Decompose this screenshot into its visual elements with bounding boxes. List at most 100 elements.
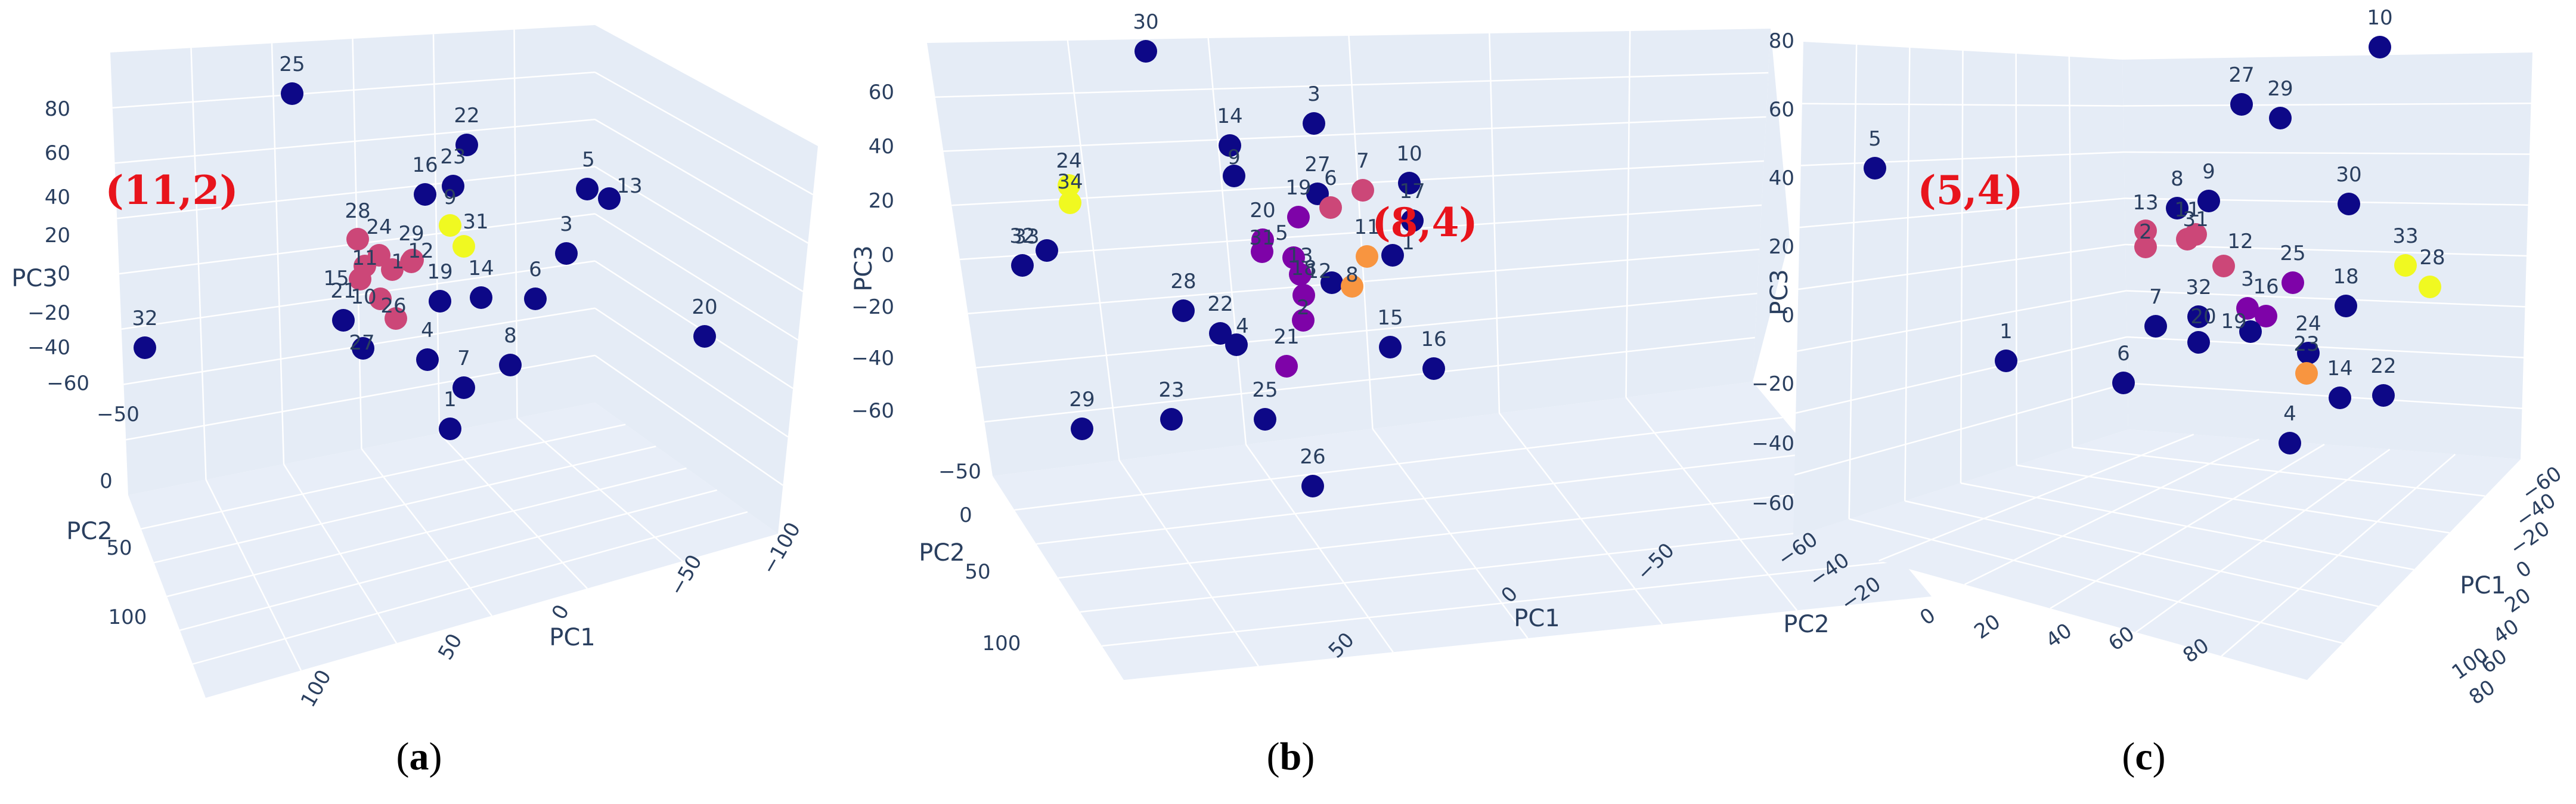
caption-close-paren: )	[429, 735, 442, 778]
data-point	[1320, 271, 1343, 294]
point-label: 16	[412, 153, 438, 177]
point-label: 14	[468, 256, 494, 280]
z-gridline	[2127, 382, 2522, 409]
point-label: 29	[2267, 77, 2293, 101]
z-tick-label: −60	[47, 372, 89, 395]
data-point	[576, 178, 599, 200]
x-gridline	[1960, 50, 1964, 484]
data-point	[2297, 342, 2320, 364]
point-label: 11	[352, 246, 377, 270]
z-tick-label: 60	[869, 81, 894, 104]
point-label: 31	[1249, 226, 1275, 250]
data-point	[442, 175, 464, 197]
data-point	[1319, 196, 1342, 219]
z-tick-label: −40	[851, 347, 894, 370]
point-label: 30	[1133, 10, 1158, 34]
data-point	[2335, 295, 2357, 317]
data-point	[1071, 418, 1093, 440]
data-point	[1058, 174, 1080, 197]
data-point	[1275, 355, 1298, 378]
x-gridline	[271, 43, 285, 465]
point-label: 8	[504, 324, 517, 348]
z-gridline	[2124, 151, 2530, 155]
caption-close-paren: )	[2153, 735, 2166, 778]
z-gridline	[2126, 290, 2525, 308]
z-tick-label: −20	[1752, 372, 1794, 396]
data-point	[598, 187, 621, 210]
point-label: 7	[2149, 285, 2162, 309]
z-axis-title: PC3	[1766, 269, 1793, 316]
data-point	[385, 307, 407, 330]
y-axis-title: PC2	[919, 539, 965, 567]
z-gridline	[594, 166, 804, 292]
point-label: 28	[1170, 270, 1196, 293]
data-point	[349, 268, 371, 290]
data-point	[2212, 255, 2235, 277]
point-label: 13	[2132, 191, 2158, 215]
data-point	[1011, 254, 1034, 277]
back-pane	[927, 29, 1771, 476]
floor-pane	[1793, 429, 2521, 680]
x-gridline	[2068, 56, 2073, 448]
point-label: 5	[1868, 127, 1881, 151]
y-tick-label: 0	[959, 503, 972, 527]
point-label: 8	[1346, 263, 1359, 287]
point-label: 16	[2253, 275, 2279, 299]
panel-caption: (b)	[1267, 735, 1315, 778]
point-label: 31	[2183, 208, 2208, 231]
data-point	[1292, 284, 1315, 307]
x-gridline	[2015, 53, 2017, 466]
data-point	[2329, 386, 2351, 409]
point-label: 10	[351, 285, 376, 309]
point-label: 6	[529, 258, 542, 282]
data-point	[1225, 333, 1248, 356]
side-pane	[1753, 29, 1790, 382]
data-point	[455, 134, 478, 156]
point-label: 32	[132, 307, 157, 330]
y-tick-label: 50	[965, 560, 990, 584]
z-gridline	[2123, 103, 2531, 107]
point-label: 21	[1273, 325, 1299, 349]
z-tick-label: 60	[45, 141, 70, 165]
data-point	[2295, 362, 2318, 385]
y-tick-label: 0	[100, 469, 113, 493]
point-label: 27	[2228, 63, 2254, 87]
data-point	[134, 336, 156, 359]
point-label: 25	[279, 52, 305, 76]
point-label: 8	[2171, 167, 2184, 191]
data-point	[1379, 336, 1402, 358]
y-tick-label: 0	[1915, 603, 1940, 630]
x-axis-title: PC1	[2460, 572, 2506, 599]
data-point	[2419, 276, 2441, 298]
panel-caption: (a)	[396, 735, 442, 778]
data-point	[1301, 475, 1324, 497]
data-point	[381, 258, 404, 281]
z-tick-label: −40	[27, 336, 70, 360]
data-point	[1422, 357, 1445, 380]
point-label: 5	[1275, 221, 1288, 245]
data-point	[1254, 408, 1276, 431]
point-label: 19	[427, 260, 452, 284]
x-gridline	[513, 29, 518, 418]
data-point	[352, 337, 374, 360]
data-point	[2394, 254, 2417, 277]
y-tick-label: 40	[2041, 619, 2076, 653]
data-point	[2112, 372, 2135, 394]
data-point	[452, 235, 475, 258]
data-point	[1381, 244, 1404, 267]
data-point	[1995, 350, 2017, 372]
data-point	[1223, 165, 1245, 187]
y-gridline	[2221, 453, 2456, 657]
x-gridline	[1625, 30, 1631, 398]
cluster-annotation: (8,4)	[1372, 199, 1477, 246]
point-label: 24	[1056, 149, 1081, 173]
data-point	[429, 290, 451, 313]
data-point	[1401, 209, 1424, 232]
data-point	[1351, 179, 1374, 202]
z-gridline	[594, 213, 799, 341]
data-point	[332, 309, 355, 332]
point-label: 20	[692, 295, 717, 319]
point-label: 16	[1421, 327, 1446, 351]
